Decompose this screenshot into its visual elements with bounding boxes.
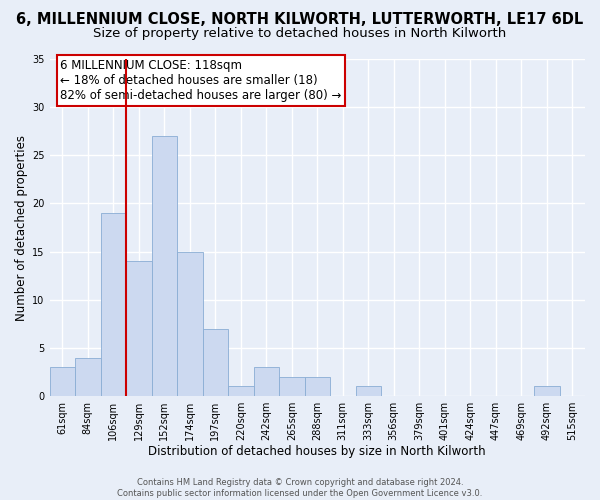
Bar <box>126 262 152 396</box>
Bar <box>279 377 305 396</box>
Bar <box>177 252 203 396</box>
Bar <box>534 386 560 396</box>
Bar <box>228 386 254 396</box>
Text: Contains HM Land Registry data © Crown copyright and database right 2024.
Contai: Contains HM Land Registry data © Crown c… <box>118 478 482 498</box>
Text: 6, MILLENNIUM CLOSE, NORTH KILWORTH, LUTTERWORTH, LE17 6DL: 6, MILLENNIUM CLOSE, NORTH KILWORTH, LUT… <box>16 12 584 28</box>
Bar <box>203 328 228 396</box>
Bar <box>254 367 279 396</box>
Text: 6 MILLENNIUM CLOSE: 118sqm
← 18% of detached houses are smaller (18)
82% of semi: 6 MILLENNIUM CLOSE: 118sqm ← 18% of deta… <box>60 59 341 102</box>
Bar <box>356 386 381 396</box>
Bar <box>75 358 101 396</box>
Bar <box>50 367 75 396</box>
X-axis label: Distribution of detached houses by size in North Kilworth: Distribution of detached houses by size … <box>148 444 486 458</box>
Y-axis label: Number of detached properties: Number of detached properties <box>15 134 28 320</box>
Bar <box>101 213 126 396</box>
Bar <box>305 377 330 396</box>
Bar <box>152 136 177 396</box>
Text: Size of property relative to detached houses in North Kilworth: Size of property relative to detached ho… <box>94 28 506 40</box>
